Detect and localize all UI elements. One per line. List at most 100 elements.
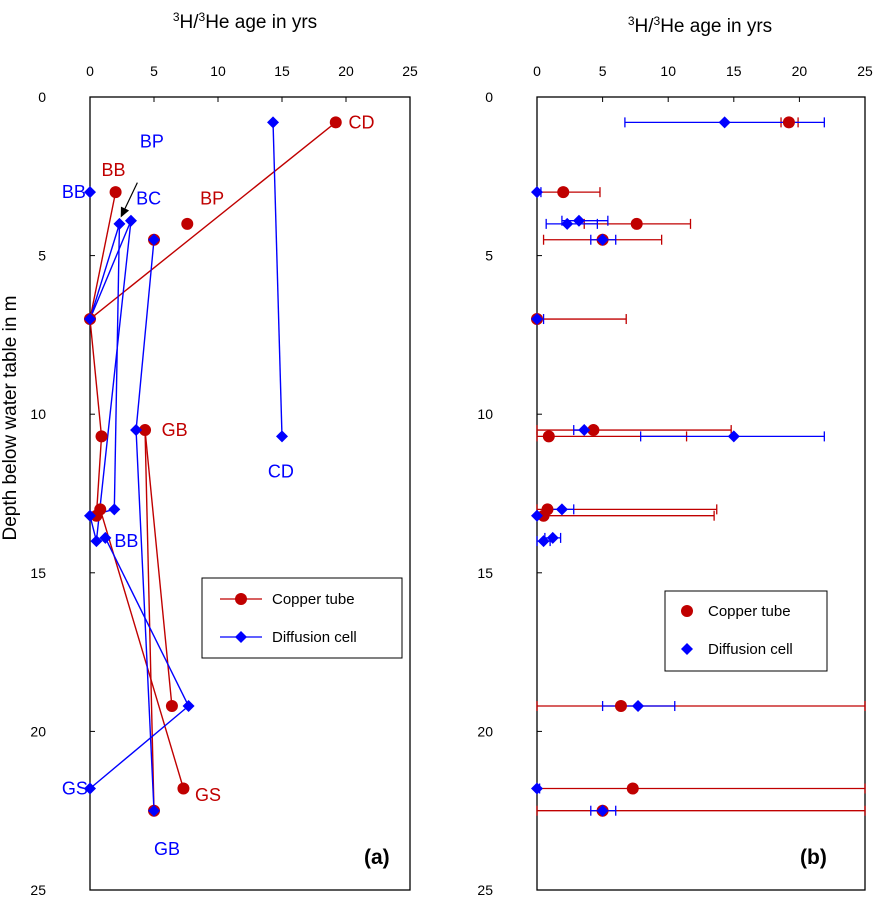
diffusion-cell-point <box>108 503 121 516</box>
panel-a-arrow-line <box>124 182 138 209</box>
panel-a-arrow <box>120 182 138 218</box>
diffusion-cell-point <box>84 313 96 326</box>
panel-a-legend-diffusion-marker <box>235 631 247 643</box>
x-tick-label: 10 <box>210 63 226 79</box>
diffusion-cell-point <box>632 700 645 713</box>
copper-tube-point <box>329 116 342 129</box>
x-tick-label: 20 <box>792 63 808 79</box>
panel-a-xlabel-mid: H/ <box>180 12 200 33</box>
panel-b-xlabel-mid: H/ <box>635 16 655 37</box>
copper-tube-point <box>614 700 627 713</box>
diffusion-connector-line <box>104 537 190 707</box>
annotation-label-copper: GB <box>162 420 188 440</box>
copper-tube-point <box>557 186 570 199</box>
panel-b-plot-frame <box>536 96 866 891</box>
panel-a-label: (a) <box>364 846 390 869</box>
diffusion-connector-line <box>89 223 121 320</box>
diffusion-connector-line <box>89 220 132 320</box>
diffusion-cell-point <box>718 116 731 129</box>
copper-tube-point <box>542 430 555 443</box>
diffusion-cell-point <box>531 509 543 522</box>
copper-connector-line <box>144 429 173 707</box>
y-tick-label: 15 <box>477 565 493 581</box>
y-tick-label: 25 <box>477 882 493 898</box>
y-tick-label: 10 <box>477 406 493 422</box>
annotation-label-diffusion: CD <box>268 461 294 481</box>
copper-tube-point <box>782 116 795 129</box>
diffusion-cell-point <box>531 313 543 326</box>
annotation-label-diffusion: BC <box>136 189 161 209</box>
panel-a-legend-copper-label: Copper tube <box>272 591 355 608</box>
panel-b-error-bars <box>536 117 866 816</box>
x-tick-label: 15 <box>274 63 290 79</box>
panel-b-legend-copper-marker <box>681 605 693 617</box>
x-tick-label: 5 <box>599 63 607 79</box>
copper-connector-line <box>95 436 103 516</box>
panel-a-xlabel-sup2: 3 <box>199 10 206 24</box>
annotation-label-diffusion: BB <box>114 531 138 551</box>
panel-a-ylabel: Depth below water table in m <box>0 295 21 540</box>
diffusion-cell-point <box>148 233 160 246</box>
x-tick-label: 25 <box>402 63 418 79</box>
panel-a-xlabel-suffix: He age in yrs <box>205 12 317 33</box>
panel-a: 3H/3He age in yrs Depth below water tabl… <box>0 10 418 898</box>
copper-connector-line <box>89 318 103 437</box>
diffusion-cell-point <box>555 503 568 516</box>
y-tick-label: 5 <box>38 248 46 264</box>
diffusion-cell-point <box>84 782 96 795</box>
annotation-label-copper: GS <box>195 785 221 805</box>
diffusion-connector-line <box>95 220 132 542</box>
panel-b-legend-box <box>664 590 828 672</box>
panel-a-legend: Copper tube Diffusion cell <box>201 577 403 659</box>
diffusion-cell-point <box>276 430 288 443</box>
panel-a-legend-box <box>201 577 403 659</box>
y-tick-label: 20 <box>30 723 46 739</box>
diffusion-cell-point <box>531 186 543 199</box>
copper-tube-point <box>109 186 122 199</box>
diffusion-cell-point <box>546 531 559 544</box>
copper-tube-point <box>177 782 190 795</box>
x-tick-label: 15 <box>726 63 742 79</box>
diffusion-cell-point <box>578 424 591 437</box>
copper-tube-point <box>630 217 643 230</box>
diffusion-cell-point <box>84 509 96 522</box>
annotation-label-diffusion: BP <box>140 131 164 151</box>
diffusion-cell-point <box>596 804 609 817</box>
copper-tube-point <box>139 424 152 437</box>
diffusion-cell-point <box>90 535 103 548</box>
panel-a-legend-diffusion-label: Diffusion cell <box>272 629 357 646</box>
panel-a-axis-ticks: 0 5 10 15 20 25 0 5 10 15 20 25 <box>30 63 418 898</box>
diffusion-cell-point <box>124 214 137 227</box>
panel-a-plot-frame <box>89 96 411 891</box>
diffusion-cell-point <box>531 782 543 795</box>
x-tick-label: 5 <box>150 63 158 79</box>
copper-connector-line <box>89 192 117 320</box>
copper-tube-point <box>626 782 639 795</box>
x-tick-label: 25 <box>857 63 873 79</box>
panel-b-legend-copper-label: Copper tube <box>708 603 791 620</box>
diffusion-connector-line <box>272 122 283 437</box>
y-tick-label: 0 <box>485 89 493 105</box>
diffusion-connector-line <box>135 430 155 811</box>
panel-b-legend: Copper tube Diffusion cell <box>664 590 828 672</box>
copper-tube-point <box>181 217 194 230</box>
panel-b-xlabel: 3H/3He age in yrs <box>628 14 772 37</box>
diffusion-cell-point <box>561 217 574 230</box>
x-tick-label: 0 <box>86 63 94 79</box>
panel-a-connector-lines <box>89 121 337 811</box>
panel-b-label: (b) <box>800 846 827 869</box>
copper-connector-line <box>144 430 155 811</box>
panel-b-xlabel-sup1: 3 <box>628 14 635 28</box>
diffusion-cell-point <box>84 186 96 199</box>
panel-a-xlabel-sup1: 3 <box>173 10 180 24</box>
panel-b-legend-diffusion-label: Diffusion cell <box>708 641 793 658</box>
y-tick-label: 5 <box>485 248 493 264</box>
x-tick-label: 20 <box>338 63 354 79</box>
copper-tube-point <box>587 424 600 437</box>
annotation-label-diffusion: GB <box>154 839 180 859</box>
y-tick-label: 10 <box>30 406 46 422</box>
diffusion-cell-point <box>148 804 160 817</box>
diffusion-connector-line <box>135 239 155 431</box>
panel-a-legend-copper-marker <box>235 593 247 605</box>
